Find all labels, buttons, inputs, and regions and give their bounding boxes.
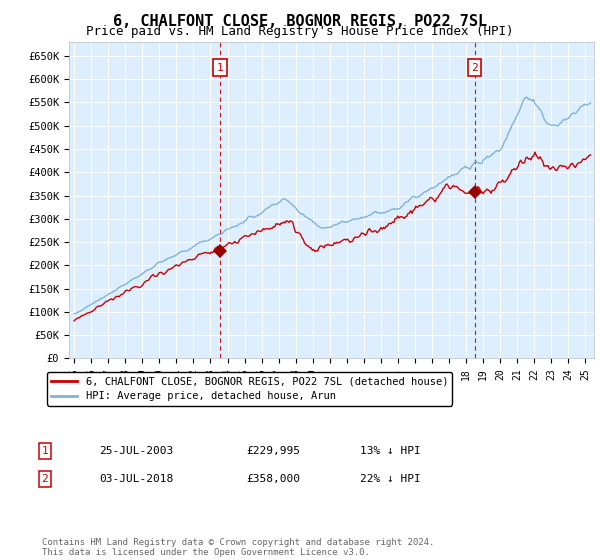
Text: 2: 2	[472, 63, 478, 73]
Text: Price paid vs. HM Land Registry's House Price Index (HPI): Price paid vs. HM Land Registry's House …	[86, 25, 514, 38]
Text: 1: 1	[217, 63, 223, 73]
Text: 03-JUL-2018: 03-JUL-2018	[99, 474, 173, 484]
Text: 13% ↓ HPI: 13% ↓ HPI	[360, 446, 421, 456]
Legend: 6, CHALFONT CLOSE, BOGNOR REGIS, PO22 7SL (detached house), HPI: Average price, : 6, CHALFONT CLOSE, BOGNOR REGIS, PO22 7S…	[47, 372, 452, 405]
Text: £229,995: £229,995	[246, 446, 300, 456]
Text: 1: 1	[41, 446, 49, 456]
Text: 6, CHALFONT CLOSE, BOGNOR REGIS, PO22 7SL: 6, CHALFONT CLOSE, BOGNOR REGIS, PO22 7S…	[113, 14, 487, 29]
Text: 25-JUL-2003: 25-JUL-2003	[99, 446, 173, 456]
Text: 2: 2	[41, 474, 49, 484]
Text: Contains HM Land Registry data © Crown copyright and database right 2024.
This d: Contains HM Land Registry data © Crown c…	[42, 538, 434, 557]
Text: £358,000: £358,000	[246, 474, 300, 484]
Text: 22% ↓ HPI: 22% ↓ HPI	[360, 474, 421, 484]
